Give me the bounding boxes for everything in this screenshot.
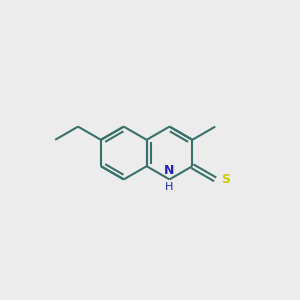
Text: N: N [164, 164, 175, 177]
Text: H: H [165, 182, 174, 192]
Text: S: S [220, 173, 230, 186]
